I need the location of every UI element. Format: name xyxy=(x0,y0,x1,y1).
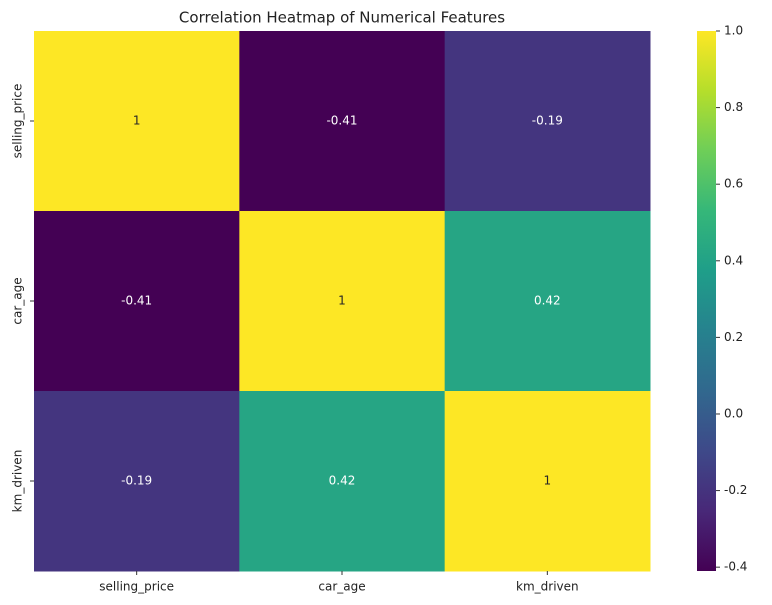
x-tick-label: km_driven xyxy=(516,580,579,594)
cell-label: -0.41 xyxy=(326,114,357,128)
cell-label: 0.42 xyxy=(329,474,356,488)
heatmap-cell xyxy=(444,391,651,572)
heatmap-cell xyxy=(34,31,240,212)
cell-label: 1 xyxy=(133,114,141,128)
cell-label: 1 xyxy=(544,474,552,488)
chart-title: Correlation Heatmap of Numerical Feature… xyxy=(179,9,505,27)
cell-label: -0.41 xyxy=(121,294,152,308)
cell-label: -0.19 xyxy=(532,114,563,128)
heatmap-cell xyxy=(444,211,651,392)
cell-label: 0.42 xyxy=(534,294,561,308)
heatmap-cell xyxy=(444,31,651,212)
colorbar-tick-label: -0.2 xyxy=(724,483,747,497)
x-tick-label: selling_price xyxy=(99,580,174,594)
heatmap-cell xyxy=(34,391,240,572)
colorbar-tick-label: 0.0 xyxy=(724,406,743,420)
cell-label: 1 xyxy=(338,294,346,308)
colorbar-tick-label: 0.6 xyxy=(724,177,743,191)
heatmap-cell xyxy=(34,211,240,392)
y-tick-label: car_age xyxy=(11,277,25,324)
colorbar xyxy=(697,31,716,571)
heatmap-cell xyxy=(239,391,446,572)
colorbar-tick-label: 0.4 xyxy=(724,253,743,267)
y-tick-label: selling_price xyxy=(11,84,25,159)
colorbar-tick-label: 0.2 xyxy=(724,330,743,344)
colorbar-tick-label: -0.4 xyxy=(724,560,747,574)
cell-label: -0.19 xyxy=(121,474,152,488)
y-tick-label: km_driven xyxy=(11,450,25,513)
heatmap-cell xyxy=(239,211,446,392)
x-tick-label: car_age xyxy=(318,580,365,594)
colorbar-tick-label: 0.8 xyxy=(724,100,743,114)
colorbar-tick-label: 1.0 xyxy=(724,24,743,38)
heatmap-cell xyxy=(239,31,446,212)
